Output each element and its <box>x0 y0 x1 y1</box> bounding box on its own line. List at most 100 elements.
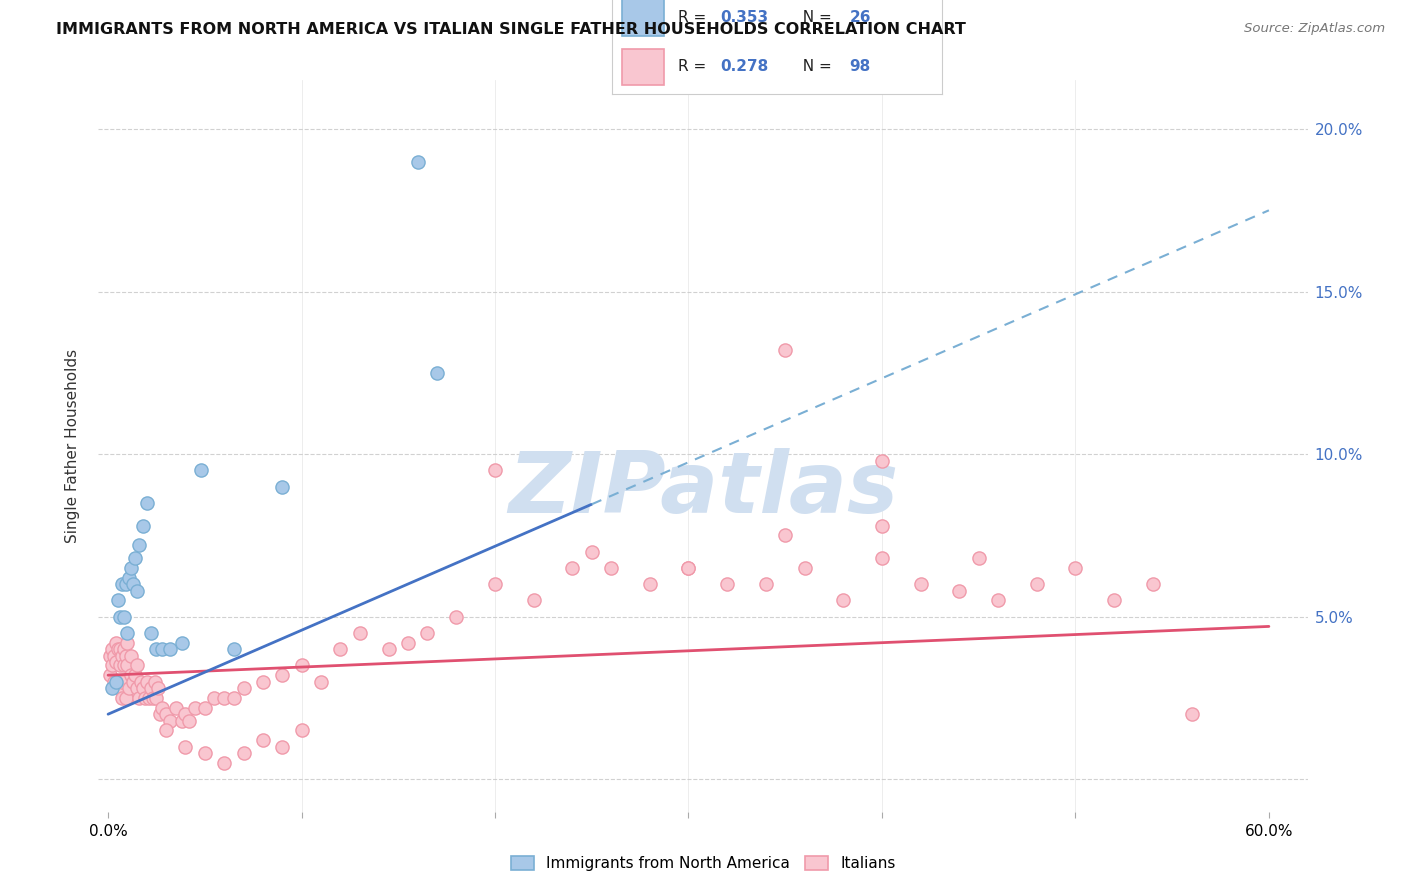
Point <box>484 577 506 591</box>
Point <box>111 648 134 663</box>
Point <box>600 561 623 575</box>
Point <box>117 626 139 640</box>
Point <box>271 480 294 494</box>
Point <box>101 642 124 657</box>
Point <box>120 668 142 682</box>
Point <box>1102 593 1125 607</box>
Point <box>132 681 155 696</box>
Point <box>252 674 274 689</box>
Point <box>111 674 134 689</box>
Point <box>870 551 893 566</box>
Point <box>128 690 150 705</box>
FancyBboxPatch shape <box>621 0 665 37</box>
Point <box>179 714 201 728</box>
Point <box>523 593 546 607</box>
Point <box>148 681 170 696</box>
Point <box>127 658 149 673</box>
Point <box>120 648 142 663</box>
Point <box>127 681 149 696</box>
Point <box>134 690 156 705</box>
Point <box>212 690 235 705</box>
Text: 0.278: 0.278 <box>721 60 769 75</box>
Point <box>832 593 855 607</box>
Point <box>290 658 312 673</box>
Text: 0.353: 0.353 <box>721 10 769 25</box>
Point <box>561 561 583 575</box>
Text: Source: ZipAtlas.com: Source: ZipAtlas.com <box>1244 22 1385 36</box>
Point <box>232 681 254 696</box>
Point <box>128 538 150 552</box>
Point <box>716 577 738 591</box>
Y-axis label: Single Father Households: Single Father Households <box>65 349 80 543</box>
Point <box>967 551 990 566</box>
Point <box>118 681 141 696</box>
Point <box>101 681 124 696</box>
Point <box>104 674 127 689</box>
Point <box>190 463 212 477</box>
Point <box>139 681 162 696</box>
Point <box>212 756 235 770</box>
Point <box>122 674 145 689</box>
Point <box>793 561 815 575</box>
Point <box>948 583 970 598</box>
Point <box>159 714 181 728</box>
Point <box>773 343 796 357</box>
Text: N =: N = <box>793 60 837 75</box>
Point <box>145 690 167 705</box>
Point <box>112 609 135 624</box>
Point <box>271 668 294 682</box>
Point <box>232 746 254 760</box>
Point <box>155 707 177 722</box>
Point <box>638 577 661 591</box>
Point <box>870 453 893 467</box>
Point <box>581 544 603 558</box>
Point <box>755 577 778 591</box>
Point <box>117 635 139 649</box>
Point <box>98 668 121 682</box>
Point <box>1064 561 1087 575</box>
Point <box>678 561 700 575</box>
Point <box>114 648 136 663</box>
Point <box>678 561 700 575</box>
Point <box>1180 707 1202 722</box>
Point <box>129 674 152 689</box>
Point <box>349 626 371 640</box>
Point <box>194 700 217 714</box>
Text: 98: 98 <box>849 60 870 75</box>
Point <box>145 642 167 657</box>
Point <box>138 690 160 705</box>
Point <box>135 674 157 689</box>
Point <box>107 593 129 607</box>
Point <box>111 690 134 705</box>
Point <box>987 593 1010 607</box>
Point <box>165 700 187 714</box>
Point <box>112 658 135 673</box>
Text: ZIPatlas: ZIPatlas <box>508 449 898 532</box>
Point <box>114 577 136 591</box>
Point <box>416 626 439 640</box>
Point <box>329 642 352 657</box>
Point <box>150 642 173 657</box>
Text: N =: N = <box>793 10 837 25</box>
Point <box>122 577 145 591</box>
Point <box>117 658 139 673</box>
Point <box>773 528 796 542</box>
Point <box>252 733 274 747</box>
Point <box>98 648 121 663</box>
Point <box>170 714 193 728</box>
Point <box>290 723 312 738</box>
Point <box>139 626 162 640</box>
Point <box>108 658 131 673</box>
Point <box>426 366 449 380</box>
Point <box>104 655 127 669</box>
Point <box>103 674 125 689</box>
Point <box>1025 577 1047 591</box>
Point <box>484 463 506 477</box>
Point <box>124 668 146 682</box>
Point <box>174 707 197 722</box>
Text: R =: R = <box>678 60 711 75</box>
Point <box>135 496 157 510</box>
Point <box>127 583 149 598</box>
Point <box>170 635 193 649</box>
Point <box>142 690 165 705</box>
